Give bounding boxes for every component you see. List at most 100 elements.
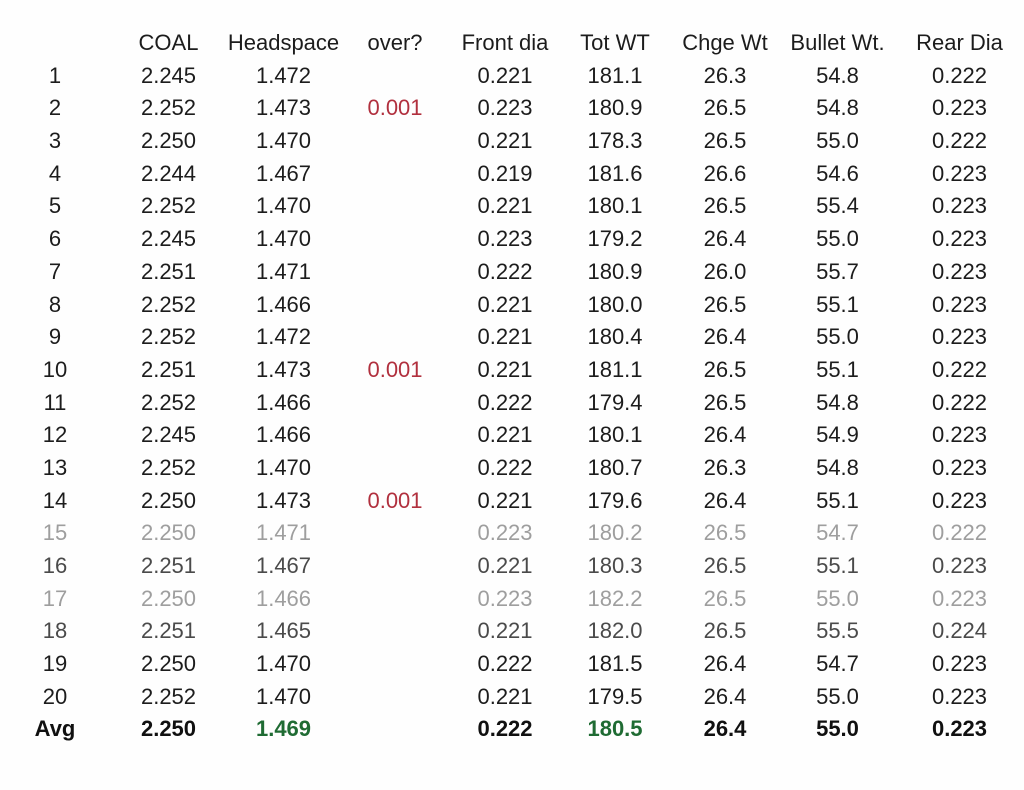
table-row: 2 2.252 1.473 0.001 0.223 180.9 26.5 54.8 0.223 — [0, 92, 1024, 125]
cell-tot-wt: 181.1 — [587, 356, 643, 382]
cell-rear-dia: 0.222 — [931, 128, 988, 154]
cell-rear-dia: 0.223 — [931, 226, 988, 252]
column-header-over: over? — [367, 30, 423, 55]
cell-over: 0.001 — [367, 95, 423, 121]
cell-headspace: 1.473 — [255, 487, 312, 513]
cell-rear-dia: 0.223 — [931, 160, 988, 186]
table-row: 1 2.245 1.472 0.221 181.1 26.3 54.8 0.222 — [0, 60, 1024, 93]
cell-coal: 2.250 — [140, 585, 197, 611]
cell-over — [340, 60, 450, 93]
cell-headspace: 1.472 — [255, 324, 312, 350]
cell-coal: 2.245 — [140, 62, 197, 88]
cell-rear-dia: 0.223 — [931, 651, 988, 677]
row-number: 7 — [48, 258, 62, 284]
cell-bullet-wt: 55.0 — [816, 585, 859, 611]
row-number: 11 — [43, 389, 67, 415]
column-header-coal: COAL — [138, 30, 199, 55]
avg-cell-rear-dia: 0.223 — [931, 716, 988, 742]
column-header-bullet-wt: Bullet Wt. — [790, 30, 885, 55]
column-header-rear-dia: Rear Dia — [916, 30, 1003, 55]
cell-chge-wt: 26.5 — [703, 193, 747, 219]
cell-over — [340, 583, 450, 616]
avg-cell-chge-wt: 26.4 — [703, 716, 747, 742]
cell-over — [340, 452, 450, 485]
cell-over — [340, 517, 450, 550]
row-number: 6 — [48, 226, 62, 252]
cell-tot-wt: 180.9 — [587, 258, 643, 284]
cell-over — [340, 223, 450, 256]
cell-rear-dia: 0.223 — [931, 258, 988, 284]
cell-rear-dia: 0.223 — [931, 291, 988, 317]
cell-headspace: 1.466 — [255, 291, 312, 317]
row-number: 12 — [42, 422, 68, 448]
cell-headspace: 1.466 — [255, 585, 312, 611]
cell-headspace: 1.471 — [255, 520, 312, 546]
cell-rear-dia: 0.223 — [931, 683, 988, 709]
cell-front-dia: 0.221 — [477, 683, 533, 709]
cell-rear-dia: 0.223 — [931, 585, 988, 611]
cell-chge-wt: 26.5 — [703, 553, 747, 578]
cell-over — [340, 289, 450, 322]
row-number: 8 — [48, 291, 62, 317]
row-number: 9 — [48, 324, 62, 350]
cell-coal: 2.251 — [140, 553, 197, 578]
cell-over — [340, 256, 450, 289]
cell-over — [340, 648, 450, 681]
cell-front-dia: 0.221 — [477, 356, 533, 382]
cell-bullet-wt: 55.7 — [816, 258, 859, 284]
cell-bullet-wt: 55.1 — [816, 356, 859, 382]
row-number: 14 — [42, 487, 68, 513]
table-row: 12 2.245 1.466 0.221 180.1 26.4 54.9 0.223 — [0, 419, 1024, 452]
cell-headspace: 1.473 — [255, 356, 312, 382]
row-number: 3 — [48, 128, 62, 154]
table-row: 9 2.252 1.472 0.221 180.4 26.4 55.0 0.223 — [0, 321, 1024, 354]
table-row: 19 2.250 1.470 0.222 181.5 26.4 54.7 0.223 — [0, 648, 1024, 681]
cell-coal: 2.252 — [140, 193, 197, 219]
table-row: 18 2.251 1.465 0.221 182.0 26.5 55.5 0.224 — [0, 615, 1024, 648]
cell-coal: 2.251 — [140, 258, 197, 284]
cell-rear-dia: 0.223 — [931, 553, 988, 578]
row-number: 2 — [48, 95, 62, 121]
table-row: 10 2.251 1.473 0.001 0.221 181.1 26.5 55.1 0.222 — [0, 354, 1024, 387]
cell-bullet-wt: 54.7 — [816, 520, 859, 546]
column-header-chge-wt: Chge Wt — [682, 30, 768, 55]
cell-tot-wt: 179.4 — [587, 389, 643, 415]
avg-cell-coal: 2.250 — [140, 716, 197, 742]
avg-cell-tot-wt: 180.5 — [587, 716, 643, 742]
cell-coal: 2.251 — [140, 356, 197, 382]
cell-tot-wt: 181.6 — [587, 160, 643, 186]
row-number: 18 — [42, 618, 68, 644]
cell-front-dia: 0.221 — [477, 62, 533, 88]
cell-bullet-wt: 55.1 — [816, 291, 859, 317]
cell-bullet-wt: 55.0 — [816, 128, 859, 154]
cell-tot-wt: 178.3 — [587, 128, 643, 154]
cell-bullet-wt: 54.6 — [816, 160, 859, 186]
cell-coal: 2.251 — [140, 618, 197, 644]
cell-over — [340, 125, 450, 158]
cell-front-dia: 0.222 — [477, 258, 533, 284]
cell-tot-wt: 179.6 — [587, 487, 643, 513]
cell-bullet-wt: 54.8 — [816, 62, 859, 88]
cell-over — [340, 387, 450, 420]
cell-front-dia: 0.222 — [477, 454, 533, 480]
cell-chge-wt: 26.5 — [703, 291, 747, 317]
cell-tot-wt: 180.4 — [587, 324, 643, 350]
cell-over — [340, 550, 450, 583]
cell-chge-wt: 26.0 — [703, 258, 747, 284]
cell-tot-wt: 182.0 — [587, 618, 643, 644]
cell-headspace: 1.472 — [255, 62, 312, 88]
table-avg-row: Avg 2.250 1.469 0.222 180.5 26.4 55.0 0.223 — [0, 713, 1024, 746]
cell-bullet-wt: 54.8 — [816, 454, 859, 480]
row-number: 4 — [48, 160, 62, 186]
cell-tot-wt: 180.1 — [587, 193, 643, 219]
cell-headspace: 1.465 — [255, 618, 312, 644]
avg-cell-headspace: 1.469 — [255, 716, 312, 742]
cell-coal: 2.245 — [140, 422, 197, 448]
cell-tot-wt: 180.7 — [587, 454, 643, 480]
measurement-table: COAL Headspace over? Front dia Tot WT Chge Wt… — [0, 27, 1024, 746]
table-row: 20 2.252 1.470 0.221 179.5 26.4 55.0 0.223 — [0, 681, 1024, 714]
cell-bullet-wt: 54.8 — [816, 95, 859, 121]
cell-bullet-wt: 54.9 — [816, 422, 859, 448]
avg-cell-over — [340, 713, 450, 746]
cell-over — [340, 681, 450, 714]
